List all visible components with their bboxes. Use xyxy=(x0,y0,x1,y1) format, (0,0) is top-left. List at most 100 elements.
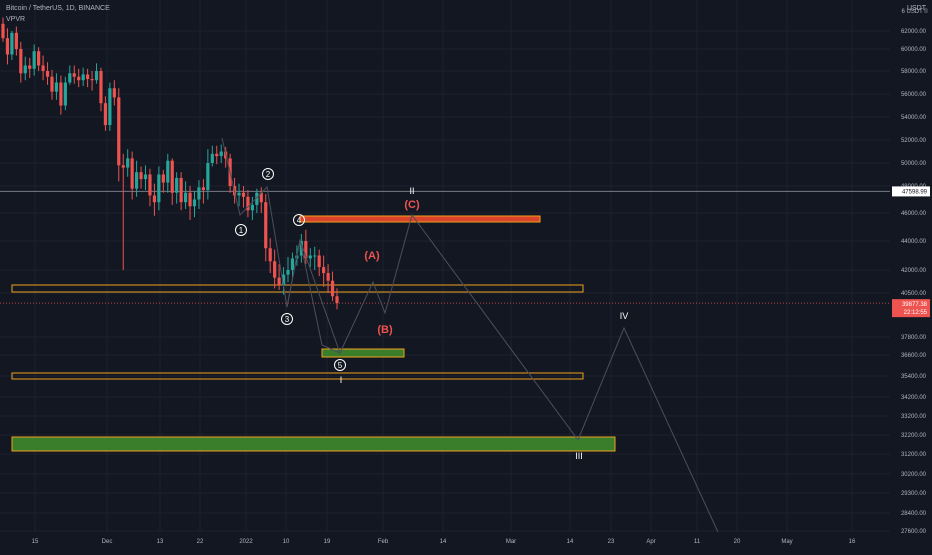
green-zone-large[interactable] xyxy=(11,436,616,452)
candle-body xyxy=(14,32,18,49)
wave-lines xyxy=(221,137,719,533)
candle xyxy=(32,44,36,76)
candle xyxy=(23,56,27,81)
candle-body xyxy=(81,74,85,81)
candle-body xyxy=(90,79,94,81)
time-tick-label: 15 xyxy=(32,539,39,545)
price-axis[interactable]: 6 USDT ⌷ 62000.00 60000.00 58000.00 56000.00… xyxy=(890,0,932,550)
candle xyxy=(94,63,99,84)
candle xyxy=(188,186,192,220)
price-tick-label: 36600.00 xyxy=(901,353,927,359)
candle xyxy=(14,26,18,56)
wave-label-3: 3 xyxy=(285,315,290,324)
time-axis[interactable]: 15 Dec 13 22 2022 10 19 Feb 14 Mar 14 23 Apr 11 20 May 1… xyxy=(0,533,890,550)
candle xyxy=(157,166,161,211)
candle-body xyxy=(179,177,183,203)
price-tick-label: 62000.00 xyxy=(901,29,927,35)
candle xyxy=(72,65,76,84)
candle xyxy=(264,194,268,262)
time-tick-label: Mar xyxy=(506,539,516,545)
last-price-text: 39877.38 xyxy=(902,302,928,308)
candle xyxy=(135,160,139,197)
candle xyxy=(281,267,286,295)
price-tick-label: 31200.00 xyxy=(901,452,927,458)
time-tick-label: 2022 xyxy=(239,539,253,545)
candle xyxy=(86,68,90,88)
candle xyxy=(10,31,14,60)
candle-body xyxy=(259,192,263,203)
wave-label-5: 5 xyxy=(338,361,343,370)
candle-body xyxy=(19,49,23,74)
candle xyxy=(219,144,223,163)
candle xyxy=(317,249,321,277)
candle xyxy=(139,166,143,189)
time-tick-label: 10 xyxy=(283,539,290,545)
candle xyxy=(126,149,130,177)
time-axis-bg xyxy=(0,533,890,550)
impulse-sub-path xyxy=(286,239,341,354)
wave-label-circle xyxy=(235,224,247,236)
candle xyxy=(63,76,67,111)
indicator-label[interactable]: VPVR xyxy=(6,16,26,23)
wave-label-circle xyxy=(262,168,274,180)
price-tick-label: 56000.00 xyxy=(901,92,927,98)
orange-zone-upper[interactable] xyxy=(11,284,584,293)
candle xyxy=(259,187,263,213)
price-tick-label: 60000.00 xyxy=(901,47,927,53)
price-tick-label: 33200.00 xyxy=(901,414,927,420)
wave-label-4: 4 xyxy=(297,216,302,225)
candle-body xyxy=(268,248,272,262)
wave-label-circle xyxy=(293,214,305,226)
elliott-wave-path[interactable] xyxy=(221,137,719,533)
price-axis-bg xyxy=(890,0,932,550)
candle-body xyxy=(161,174,165,183)
time-tick-label: Apr xyxy=(646,539,655,545)
time-tick-label: 19 xyxy=(324,539,331,545)
candle xyxy=(308,248,312,268)
candle xyxy=(335,288,339,310)
candle-body xyxy=(304,241,308,259)
time-tick-label: 14 xyxy=(567,539,574,545)
candle-body xyxy=(72,73,76,77)
candle-body xyxy=(63,82,67,106)
price-tick-label: 34200.00 xyxy=(901,395,927,401)
candle-body xyxy=(241,192,246,197)
candle-body xyxy=(206,163,210,191)
zones-layer xyxy=(11,215,616,452)
candle-body xyxy=(166,160,170,183)
candle xyxy=(68,65,72,85)
currency-label[interactable]: USDT xyxy=(906,5,926,12)
candle-body xyxy=(246,196,250,211)
price-axis-top-label: 6 USDT ⌷ xyxy=(902,8,929,15)
candle-body xyxy=(32,51,36,69)
candle-body xyxy=(121,165,125,168)
symbol-title[interactable]: Bitcoin / TetherUS, 1D, BINANCE xyxy=(6,5,110,12)
candle xyxy=(28,57,32,78)
candle xyxy=(117,88,121,182)
time-tick-label: Dec xyxy=(102,539,113,545)
orange-zone-mid[interactable] xyxy=(11,372,584,380)
wave-label-circle xyxy=(334,359,346,371)
candle-body xyxy=(135,172,139,189)
candle-body xyxy=(188,192,192,207)
red-zone[interactable] xyxy=(299,215,541,223)
candle-body xyxy=(103,103,108,126)
candle-body xyxy=(192,199,197,207)
candle-body xyxy=(59,82,63,106)
candle xyxy=(166,153,170,193)
price-tick-label: 52000.00 xyxy=(901,138,927,144)
candle xyxy=(161,169,165,193)
candle-body xyxy=(330,280,335,297)
candle-body xyxy=(201,187,205,191)
time-tick-label: 16 xyxy=(849,539,856,545)
candle xyxy=(175,172,179,204)
candle-body xyxy=(54,82,59,92)
green-zone-small[interactable] xyxy=(321,348,405,358)
price-tick-label: 29300.00 xyxy=(901,491,927,497)
last-price-tag xyxy=(892,299,930,318)
candle-body xyxy=(152,195,157,203)
price-tick-label: 37800.00 xyxy=(901,335,927,341)
candle-body xyxy=(308,255,312,259)
